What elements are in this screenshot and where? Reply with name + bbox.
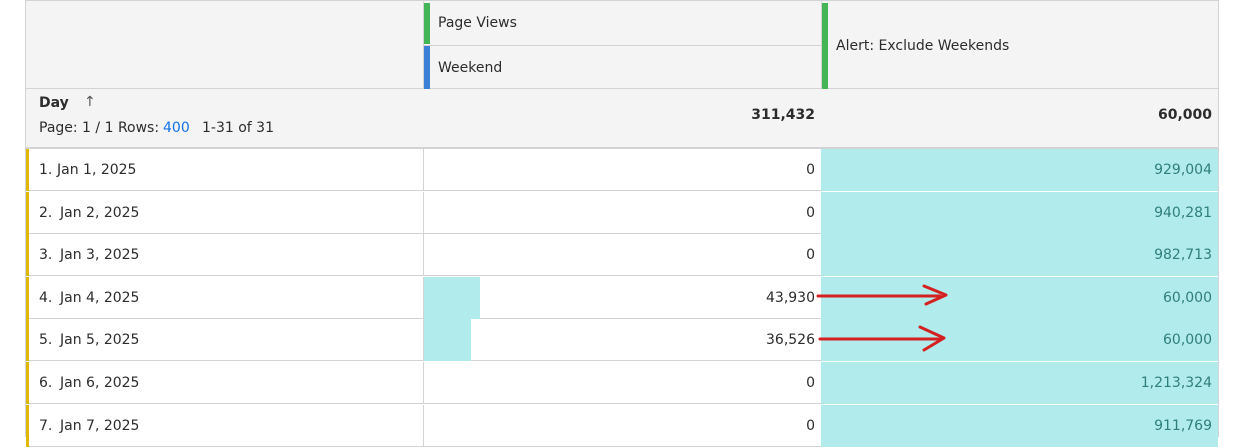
- alert-cell: 1,213,324: [821, 362, 1218, 404]
- row-label: Jan 4, 2025: [60, 289, 140, 306]
- row-label: Jan 6, 2025: [60, 375, 140, 391]
- row-label: Jan 5, 2025: [60, 332, 140, 349]
- row-label: Jan 7, 2025: [60, 417, 140, 434]
- row-number: 1.: [39, 162, 53, 178]
- alert-cell: 60,000: [821, 276, 1218, 319]
- cell-value: 0: [806, 417, 815, 434]
- column-title: Page Views: [438, 15, 517, 31]
- cell: [423, 404, 424, 447]
- table-row: 6. Jan 6, 2025 0 1,213,324: [26, 362, 1218, 404]
- cell-bar: [424, 276, 480, 319]
- summary-row: Day ↑ Page: 1 / 1 Rows: 400 1-31 of 31 3…: [26, 89, 1218, 148]
- row-number: 2.: [39, 204, 53, 221]
- cell-bar: [424, 319, 471, 362]
- range: 1-31 of 31: [202, 120, 274, 136]
- cell-value: 0: [806, 247, 815, 264]
- page-label: Page: 1 / 1 Rows:: [39, 120, 160, 136]
- page: {"header": {"columns": ["Page Views", "W…: [25, 0, 1219, 447]
- cell: [423, 191, 424, 234]
- row-label: Jan 2, 2025: [60, 204, 140, 221]
- dimension-name[interactable]: Day: [39, 95, 69, 111]
- cell-value: 60,000: [1163, 289, 1212, 306]
- cell-value: 60,000: [1163, 332, 1212, 349]
- row-marker: [26, 191, 29, 234]
- row-marker: [26, 149, 29, 191]
- cell-value: 43,930: [766, 289, 815, 306]
- table-row: 4. Jan 4, 2025 43,930 60,000: [26, 276, 1218, 319]
- cell-value: 940,281: [1154, 204, 1212, 221]
- table-row: 2. Jan 2, 2025 0 940,281: [26, 191, 1218, 234]
- cell: [423, 234, 424, 277]
- row-marker: [26, 276, 29, 319]
- row-label: Jan 3, 2025: [60, 247, 140, 264]
- alert-cell: 911,769: [821, 404, 1218, 447]
- drag-handle[interactable]: [424, 3, 430, 44]
- row-number: 6.: [39, 375, 53, 391]
- column-header: Weekend: [423, 46, 821, 89]
- cell: [423, 149, 424, 191]
- alert-cell: 982,713: [821, 234, 1218, 277]
- row-marker: [26, 234, 29, 277]
- column-header: Alert: Exclude Weekends: [821, 1, 1218, 89]
- alert-cell: 929,004: [821, 149, 1218, 191]
- table-row: 1. Jan 1, 2025 0 929,004: [26, 149, 1218, 191]
- total: 311,432: [751, 107, 815, 123]
- rows-select[interactable]: 400: [163, 120, 190, 136]
- cell-value: 929,004: [1154, 162, 1212, 178]
- row-number: 4.: [39, 289, 53, 306]
- rows: 1. Jan 1, 2025 0 929,004 2. Jan 2, 2025 0 940,2…: [26, 148, 1218, 447]
- cell-value: 0: [806, 375, 815, 391]
- alert-cell: 940,281: [821, 191, 1218, 234]
- row-marker: [26, 362, 29, 404]
- row-marker: [26, 404, 29, 447]
- cell: [423, 319, 424, 362]
- cell-value: 0: [806, 162, 815, 178]
- row-number: 5.: [39, 332, 53, 349]
- table-row: 7. Jan 7, 2025 0 911,769: [26, 404, 1218, 447]
- column-title: Weekend: [438, 60, 503, 76]
- row-marker: [26, 319, 29, 362]
- cell-value: 0: [806, 204, 815, 221]
- row-number: 7.: [39, 417, 53, 434]
- row-number: 3.: [39, 247, 53, 264]
- cell-value: 982,713: [1154, 247, 1212, 264]
- table-row: 5. Jan 5, 2025 36,526 60,000: [26, 319, 1218, 362]
- cell: [423, 362, 424, 404]
- cell-value: 36,526: [766, 332, 815, 349]
- total: 60,000: [1157, 107, 1212, 123]
- column-title: Alert: Exclude Weekends: [836, 38, 1010, 54]
- table-row: 3. Jan 3, 2025 0 982,713: [26, 234, 1218, 277]
- drag-handle[interactable]: [424, 46, 430, 89]
- alert-cell: 60,000: [821, 319, 1218, 362]
- column-header: Page Views: [423, 1, 821, 46]
- drag-handle[interactable]: [822, 3, 828, 89]
- freeform-table: Page Views Weekend Alert: Exclude Weeken…: [25, 0, 1219, 447]
- sort-icon[interactable]: ↑: [84, 94, 96, 110]
- cell: [423, 276, 424, 319]
- cell-value: 1,213,324: [1140, 375, 1212, 391]
- row-label: Jan 1, 2025: [57, 162, 137, 178]
- cell-value: 911,769: [1154, 417, 1212, 434]
